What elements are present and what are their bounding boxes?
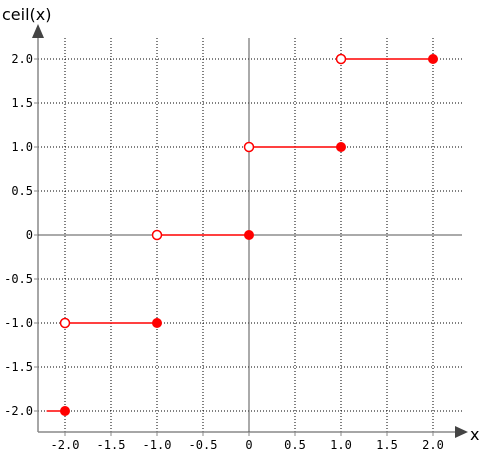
x-tick-label: 0.5 bbox=[284, 438, 306, 452]
x-tick-label: -0.5 bbox=[189, 438, 218, 452]
x-tick-label: 1.5 bbox=[376, 438, 398, 452]
closed-endpoint bbox=[60, 406, 70, 416]
x-tick-label: -2.0 bbox=[51, 438, 80, 452]
ceil-series bbox=[46, 53, 438, 416]
x-tick-label: -1.0 bbox=[143, 438, 172, 452]
y-tick-label: -2.0 bbox=[4, 404, 33, 418]
y-tick-label: 1.0 bbox=[11, 140, 33, 154]
open-endpoint bbox=[59, 317, 71, 329]
y-tick-label: -0.5 bbox=[4, 272, 33, 286]
closed-endpoint bbox=[152, 318, 162, 328]
x-tick-label: -1.5 bbox=[97, 438, 126, 452]
tick-labels: -2.0 -1.5 -1.0 -0.5 0 0.5 1.0 1.5 2.0 2.0 1.5 1.0 0.… bbox=[4, 52, 444, 452]
open-endpoint bbox=[151, 229, 163, 241]
open-endpoint bbox=[335, 53, 347, 65]
y-tick-label: 2.0 bbox=[11, 52, 33, 66]
closed-endpoint bbox=[244, 230, 254, 240]
x-tick-label: 0 bbox=[245, 438, 252, 452]
y-tick-label: -1.0 bbox=[4, 316, 33, 330]
x-tick-label: 1.0 bbox=[330, 438, 352, 452]
closed-endpoint bbox=[428, 54, 438, 64]
y-tick-label: -1.5 bbox=[4, 360, 33, 374]
x-tick-label: 2.0 bbox=[422, 438, 444, 452]
open-endpoint bbox=[243, 141, 255, 153]
x-axis-arrow bbox=[455, 426, 468, 438]
y-tick-label: 1.5 bbox=[11, 96, 33, 110]
closed-endpoint bbox=[336, 142, 346, 152]
y-axis-arrow bbox=[32, 24, 44, 38]
y-axis-title: ceil(x) bbox=[2, 5, 51, 24]
y-tick-label: 0 bbox=[26, 228, 33, 242]
y-tick-label: 0.5 bbox=[11, 184, 33, 198]
x-axis-title: x bbox=[470, 425, 479, 444]
